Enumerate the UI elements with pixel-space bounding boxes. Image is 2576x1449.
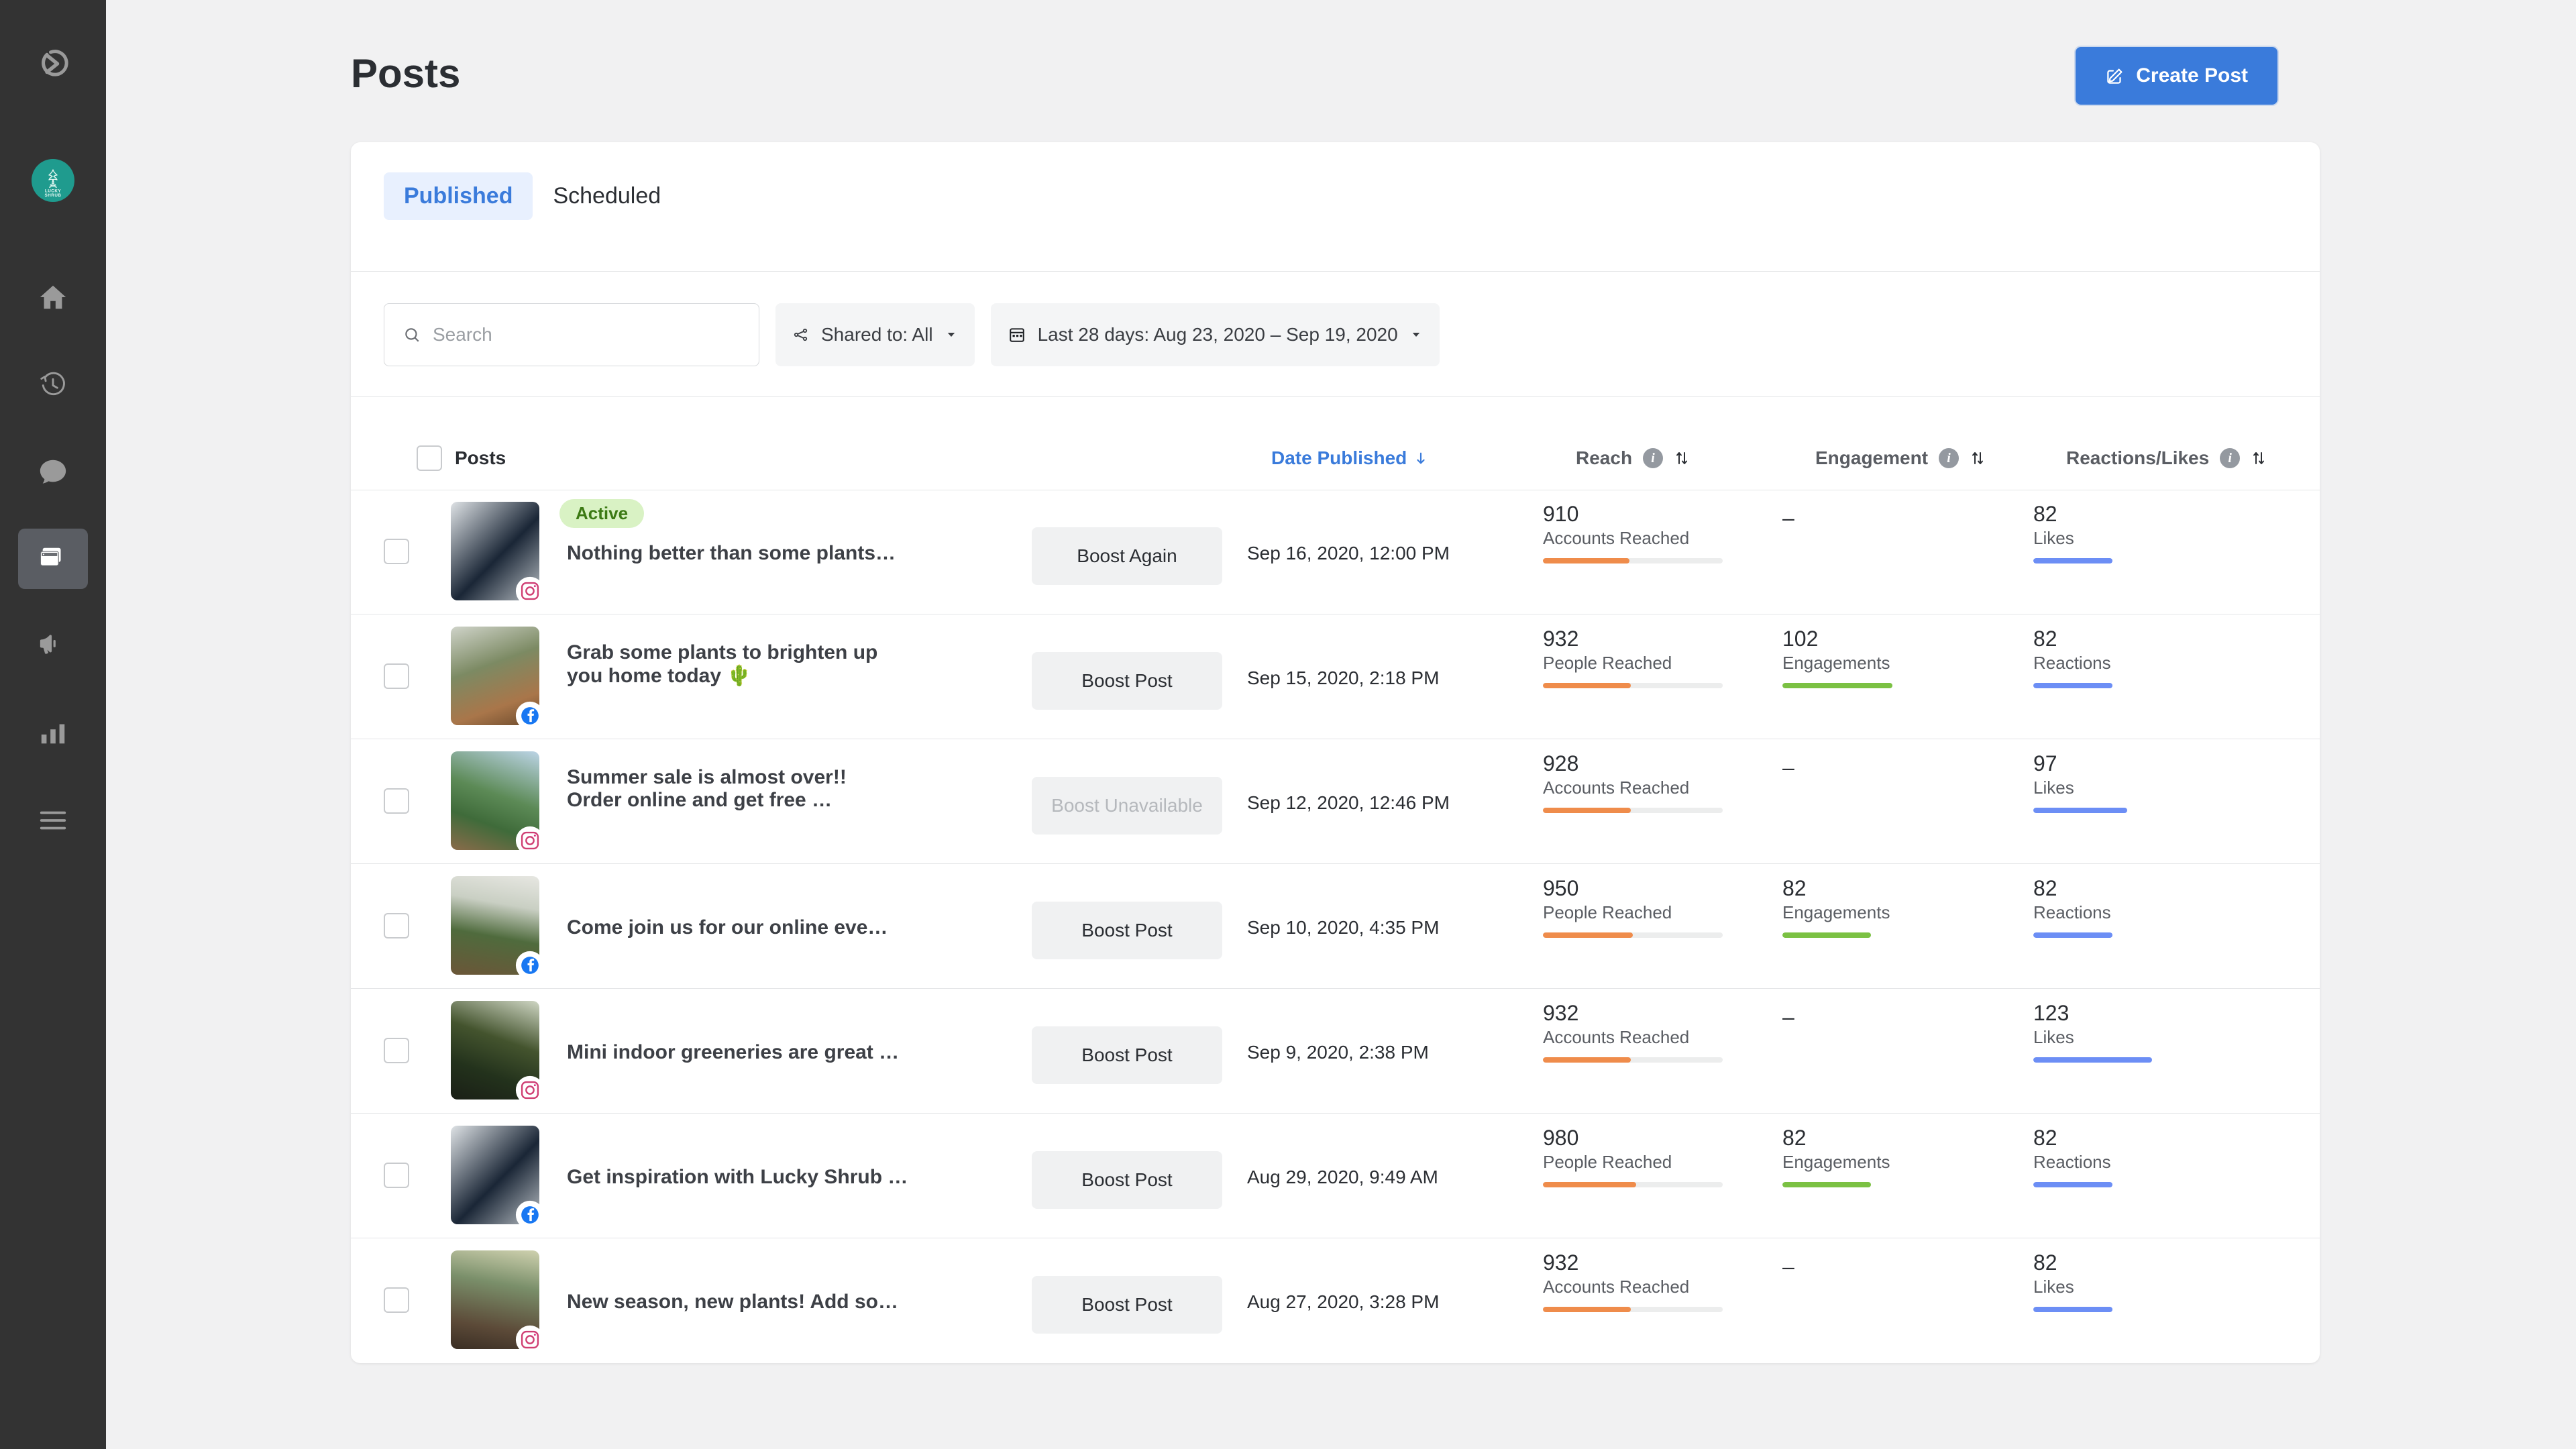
svg-text:SHRUB: SHRUB [45, 193, 62, 198]
